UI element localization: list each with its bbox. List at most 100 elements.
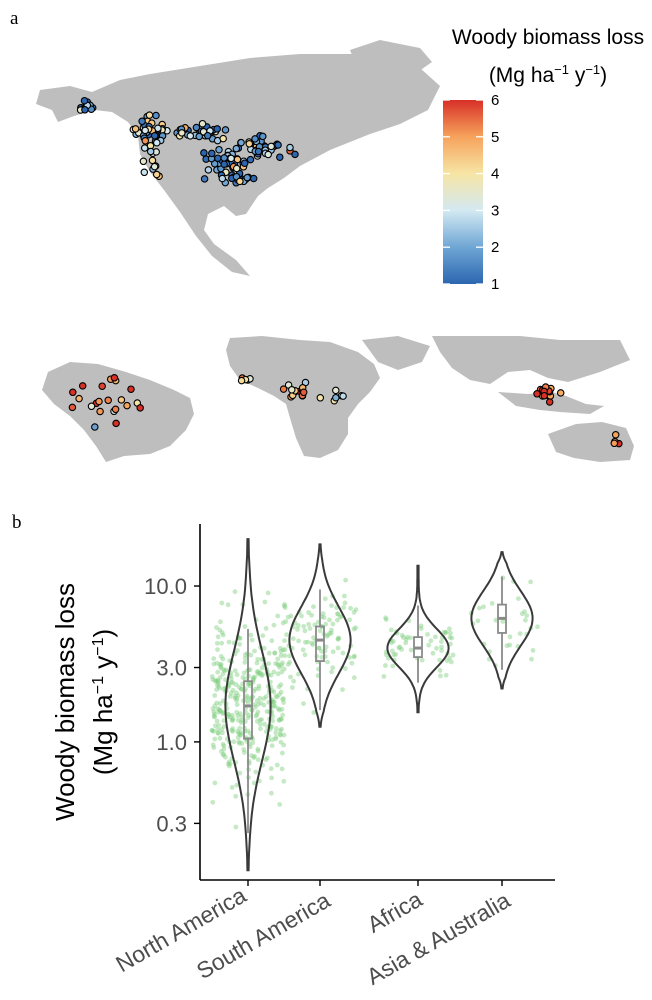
map-site-point <box>540 391 549 400</box>
jitter-point <box>239 686 245 692</box>
map-site-point <box>254 147 263 156</box>
jitter-point <box>276 692 282 697</box>
jitter-point <box>290 685 295 690</box>
jitter-point <box>212 693 218 698</box>
map-site-point <box>251 135 259 143</box>
jitter-point <box>280 696 285 702</box>
jitter-point <box>278 649 284 654</box>
colorbar-tick-label: 3 <box>491 202 499 219</box>
jitter-point <box>253 769 259 775</box>
map-site-point <box>150 162 159 171</box>
y-axis-ticks: 10.0 3.0 1.0 0.3 <box>144 574 200 836</box>
map-site-point <box>214 154 222 162</box>
map-greenland <box>350 40 432 80</box>
jitter-point <box>283 619 289 624</box>
map-site-point <box>243 173 251 182</box>
jitter-point <box>400 635 406 640</box>
jitter-point <box>214 640 220 646</box>
map-australia <box>548 422 634 462</box>
map-site-point <box>138 117 146 126</box>
jitter-point <box>230 680 236 686</box>
jitter-point <box>302 628 308 634</box>
jitter-point <box>279 726 284 732</box>
colorbar-unit-base: (Mg ha <box>489 64 555 87</box>
jitter-point <box>403 640 409 646</box>
jitter-point <box>239 741 245 746</box>
jitter-point <box>278 732 283 738</box>
jitter-point <box>405 634 410 640</box>
map-site-point <box>339 392 347 400</box>
jitter-point <box>397 644 403 650</box>
jitter-point <box>340 650 346 656</box>
colorbar-tick-label: 6 <box>491 92 499 109</box>
jitter-point <box>234 695 240 701</box>
map-site-point <box>69 388 77 397</box>
map-site-point <box>264 150 272 159</box>
jitter-point <box>519 611 525 617</box>
jitter-point <box>500 619 506 624</box>
jitter-point <box>230 726 236 731</box>
jitter-point <box>271 689 277 695</box>
map-site-point <box>267 142 275 151</box>
jitter-point <box>399 632 405 638</box>
jitter-point <box>349 660 355 666</box>
jitter-point <box>247 744 253 750</box>
jitter-point <box>245 700 251 706</box>
jitter-point <box>230 716 236 722</box>
jitter-point <box>296 671 301 677</box>
jitter-point <box>507 634 513 640</box>
y-tick-label: 0.3 <box>156 811 187 836</box>
jitter-point <box>220 671 226 677</box>
jitter-point <box>227 763 232 769</box>
jitter-point <box>276 717 282 723</box>
colorbar-tick-label: 4 <box>491 166 499 183</box>
jitter-point <box>242 750 247 755</box>
jitter-point <box>256 683 262 689</box>
jitter-point <box>234 672 240 678</box>
jitter-point <box>434 645 439 651</box>
jitter-point <box>311 604 316 610</box>
jitter-point <box>228 690 234 696</box>
jitter-point <box>262 721 267 727</box>
jitter-point <box>303 639 308 645</box>
jitter-point <box>233 793 239 799</box>
panel-label-a: a <box>10 8 19 29</box>
jitter-point <box>309 640 315 646</box>
jitter-point <box>278 653 284 658</box>
jitter-point <box>343 577 348 583</box>
jitter-point <box>212 780 218 786</box>
jitter-point <box>301 623 307 629</box>
jitter-point <box>399 647 404 652</box>
jitter-point <box>238 730 244 736</box>
jitter-point <box>322 596 328 602</box>
jitter-point <box>226 761 231 767</box>
jitter-point <box>287 653 292 659</box>
jitter-point <box>388 627 394 633</box>
jitter-point <box>223 754 228 760</box>
jitter-point <box>238 732 243 737</box>
jitter-point <box>280 647 286 653</box>
map-site-point <box>111 405 120 414</box>
jitter-point <box>477 605 482 611</box>
jitter-point <box>234 690 239 696</box>
jitter-point <box>217 662 223 667</box>
jitter-point <box>316 645 322 651</box>
jitter-point <box>284 632 289 637</box>
jitter-point <box>447 655 452 661</box>
jitter-point <box>302 652 308 658</box>
violin-shape <box>288 543 352 728</box>
jitter-point <box>275 671 281 677</box>
jitter-point <box>280 750 285 756</box>
jitter-point <box>263 626 269 631</box>
jitter-point <box>235 735 241 740</box>
jitter-point <box>215 706 221 712</box>
map-site-point <box>141 137 150 145</box>
map-site-point <box>533 390 541 398</box>
jitter-point <box>277 717 282 723</box>
jitter-point <box>237 711 243 716</box>
jitter-point <box>249 637 255 643</box>
jitter-point <box>270 714 275 719</box>
jitter-point <box>335 611 341 617</box>
jitter-point <box>232 589 238 595</box>
jitter-point <box>278 682 284 688</box>
